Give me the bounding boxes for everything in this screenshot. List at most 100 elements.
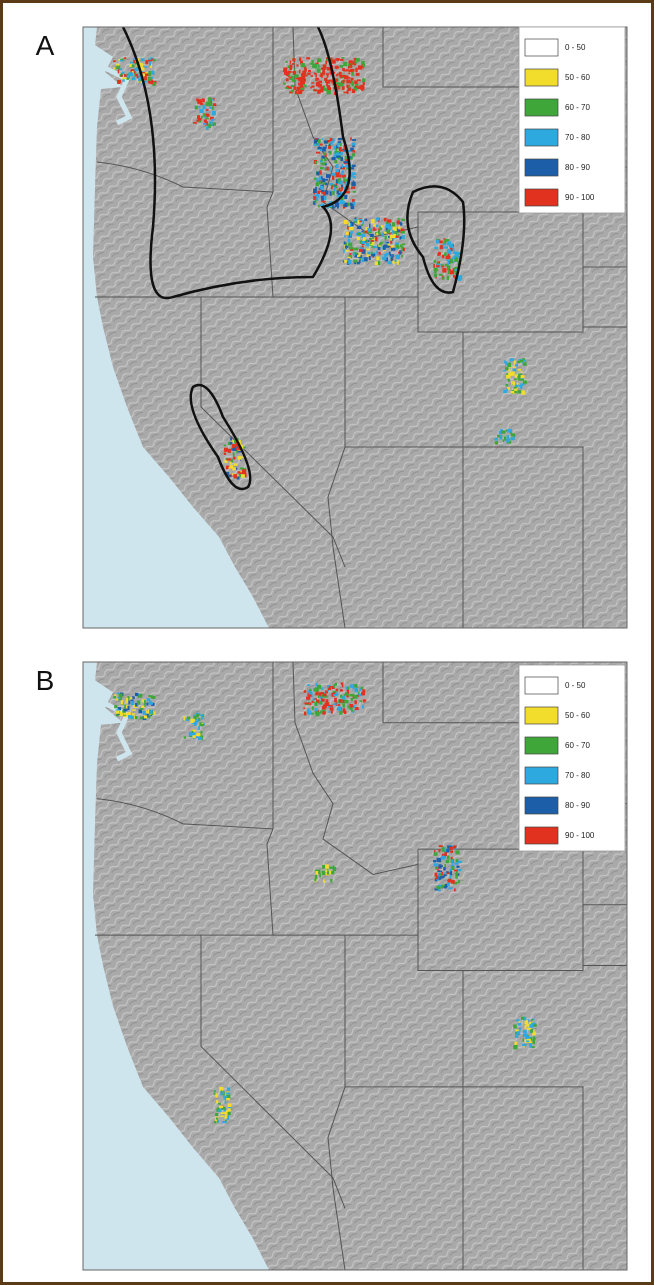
class-patch <box>402 243 405 245</box>
class-patch <box>317 69 321 73</box>
class-patch <box>221 1112 225 1114</box>
class-patch <box>223 1096 228 1098</box>
class-patch <box>510 358 514 361</box>
class-patch <box>151 71 154 75</box>
class-patch <box>346 695 348 697</box>
legend-label: 50 - 60 <box>565 73 590 82</box>
class-patch <box>192 733 196 735</box>
class-patch <box>454 870 458 872</box>
class-patch <box>530 1029 533 1033</box>
class-patch <box>343 62 347 66</box>
class-patch <box>318 205 320 208</box>
class-patch <box>206 114 209 116</box>
class-patch <box>449 251 451 255</box>
class-patch <box>347 88 350 91</box>
class-patch <box>224 1097 227 1100</box>
class-patch <box>330 879 332 883</box>
class-patch <box>520 360 523 362</box>
class-patch <box>330 192 332 196</box>
class-patch <box>392 222 395 226</box>
class-patch <box>402 235 405 239</box>
class-patch <box>201 724 204 726</box>
class-patch <box>357 233 361 235</box>
class-patch <box>307 73 311 75</box>
class-patch <box>124 713 128 715</box>
class-patch <box>448 256 451 259</box>
class-patch <box>350 137 352 140</box>
class-patch <box>322 871 326 875</box>
class-patch <box>298 83 300 86</box>
class-patch <box>434 863 438 866</box>
class-patch <box>192 731 194 733</box>
class-patch <box>453 275 455 278</box>
class-patch <box>506 389 508 391</box>
class-patch <box>290 65 293 69</box>
class-patch <box>203 105 206 109</box>
class-patch <box>140 708 144 710</box>
class-patch <box>226 1098 230 1100</box>
class-patch <box>303 707 305 709</box>
class-patch <box>296 64 298 66</box>
class-patch <box>317 58 321 62</box>
class-patch <box>336 152 339 155</box>
class-patch <box>353 88 357 90</box>
class-patch <box>230 462 232 465</box>
class-patch <box>391 248 395 251</box>
class-patch <box>340 83 344 87</box>
class-patch <box>322 865 325 869</box>
class-patch <box>386 246 389 248</box>
class-patch <box>458 275 462 280</box>
legend-swatch <box>525 707 558 724</box>
class-patch <box>504 437 506 441</box>
class-patch <box>340 59 344 61</box>
class-patch <box>355 217 357 219</box>
class-patch <box>437 254 440 256</box>
class-patch <box>291 90 294 93</box>
class-patch <box>195 106 198 110</box>
class-patch <box>351 698 354 701</box>
class-patch <box>227 458 231 460</box>
class-patch <box>355 252 357 255</box>
class-patch <box>306 57 310 59</box>
class-patch <box>351 206 355 210</box>
class-patch <box>372 242 375 244</box>
class-patch <box>206 109 209 111</box>
class-patch <box>342 685 344 688</box>
class-patch <box>306 697 310 700</box>
class-patch <box>321 159 323 162</box>
class-patch <box>359 249 363 252</box>
class-patch <box>439 845 443 847</box>
class-patch <box>121 700 124 704</box>
class-patch <box>145 74 148 77</box>
class-patch <box>319 181 321 184</box>
class-patch <box>283 83 286 85</box>
class-patch <box>332 173 336 176</box>
class-patch <box>225 1100 227 1103</box>
class-patch <box>354 700 357 704</box>
class-patch <box>153 59 156 61</box>
class-patch <box>360 700 362 702</box>
class-patch <box>192 735 195 738</box>
class-patch <box>442 268 446 273</box>
class-patch <box>236 450 238 453</box>
class-patch <box>441 856 445 860</box>
class-patch <box>529 1043 532 1048</box>
class-patch <box>367 252 370 255</box>
class-patch <box>333 694 337 696</box>
class-patch <box>224 445 226 447</box>
class-patch <box>325 164 327 166</box>
class-patch <box>342 86 345 90</box>
class-patch <box>442 255 444 259</box>
class-patch <box>314 140 317 144</box>
class-patch <box>228 1112 231 1115</box>
class-patch <box>353 61 355 65</box>
class-patch <box>444 247 449 249</box>
class-patch <box>303 71 307 75</box>
legend-label: 50 - 60 <box>565 711 590 720</box>
class-patch <box>392 230 394 233</box>
legend-label: 0 - 50 <box>565 43 586 52</box>
class-patch <box>128 706 130 710</box>
class-patch <box>315 875 317 879</box>
class-patch <box>224 1107 226 1109</box>
class-patch <box>315 711 319 714</box>
